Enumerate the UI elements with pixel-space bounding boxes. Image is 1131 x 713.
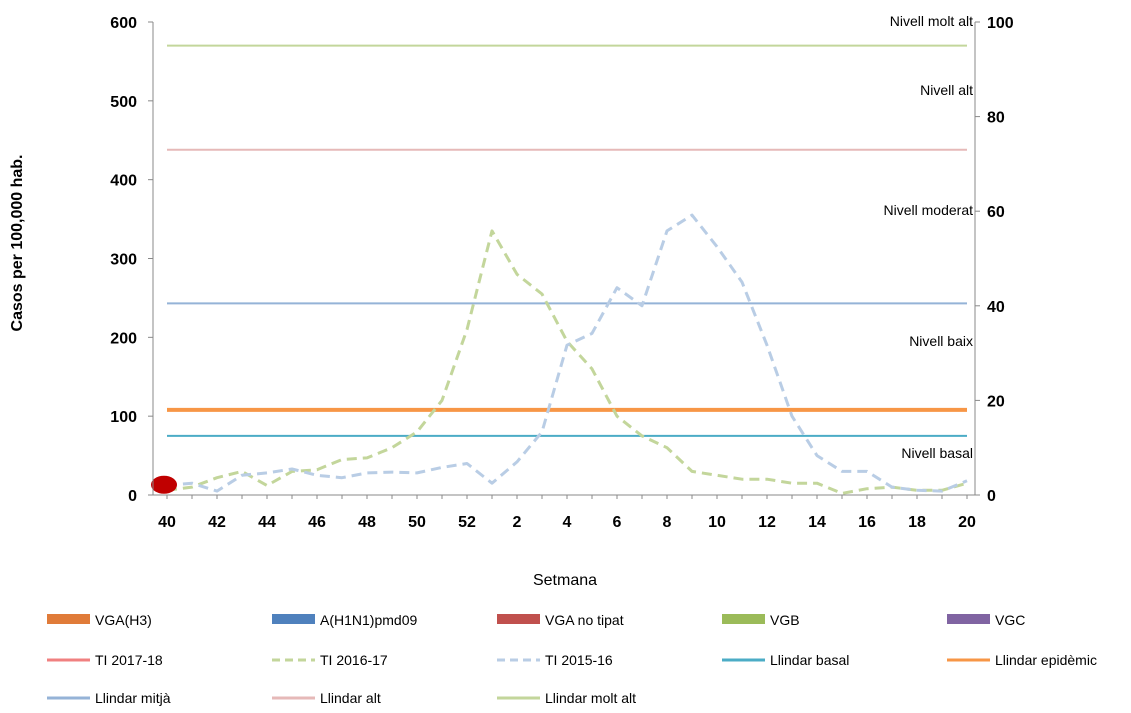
left-tick-label: 200 bbox=[110, 330, 137, 347]
legend-label-ti-2016-17: TI 2016-17 bbox=[320, 652, 388, 668]
left-tick-label: 400 bbox=[110, 173, 137, 190]
x-tick-label: 20 bbox=[958, 514, 976, 531]
legend-label-llindar-mitj: Llindar mitjà bbox=[95, 690, 171, 706]
right-tick-label: 0 bbox=[987, 488, 996, 505]
x-tick-label: 6 bbox=[613, 514, 622, 531]
x-tick-label: 50 bbox=[408, 514, 426, 531]
x-tick-label: 18 bbox=[908, 514, 926, 531]
legend-label-ti-2017-18: TI 2017-18 bbox=[95, 652, 163, 668]
x-tick-label: 10 bbox=[708, 514, 726, 531]
legend-swatch-vgc bbox=[947, 614, 990, 624]
legend-swatch-vgb bbox=[722, 614, 765, 624]
x-tick-label: 14 bbox=[808, 514, 826, 531]
x-tick-label: 52 bbox=[458, 514, 476, 531]
right-tick-label: 80 bbox=[987, 110, 1005, 127]
left-tick-label: 500 bbox=[110, 94, 137, 111]
legend-label-llindar-epid-mic: Llindar epidèmic bbox=[995, 652, 1097, 668]
level-label-nivell-baix: Nivell baix bbox=[909, 333, 973, 349]
x-tick-label: 42 bbox=[208, 514, 226, 531]
right-tick-label: 100 bbox=[987, 15, 1014, 32]
legend-swatch-vga-no-tipat bbox=[497, 614, 540, 624]
legend-label-a-h1n1-pmd09: A(H1N1)pmd09 bbox=[320, 612, 417, 628]
level-label-nivell-basal: Nivell basal bbox=[901, 445, 973, 461]
right-tick-label: 40 bbox=[987, 299, 1005, 316]
series-line-ti-2016-17 bbox=[166, 229, 968, 495]
x-tick-label: 46 bbox=[308, 514, 326, 531]
right-tick-label: 20 bbox=[987, 393, 1005, 410]
legend-label-llindar-basal: Llindar basal bbox=[770, 652, 849, 668]
right-tick-label: 60 bbox=[987, 204, 1005, 221]
x-tick-label: 12 bbox=[758, 514, 776, 531]
level-label-nivell-molt-alt: Nivell molt alt bbox=[890, 13, 973, 29]
legend-label-llindar-molt-alt: Llindar molt alt bbox=[545, 690, 636, 706]
x-tick-label: 44 bbox=[258, 514, 276, 531]
x-axis-title: Setmana bbox=[533, 572, 597, 589]
x-tick-label: 8 bbox=[663, 514, 672, 531]
x-tick-label: 48 bbox=[358, 514, 376, 531]
left-tick-label: 100 bbox=[110, 409, 137, 426]
legend-label-llindar-alt: Llindar alt bbox=[320, 690, 381, 706]
level-label-nivell-alt: Nivell alt bbox=[920, 82, 973, 98]
legend-swatch-vga-h3 bbox=[47, 614, 90, 624]
y-axis-title: Casos per 100,000 hab. bbox=[9, 155, 26, 332]
series-line-ti-2015-16 bbox=[166, 213, 968, 493]
legend-label-ti-2015-16: TI 2015-16 bbox=[545, 652, 613, 668]
legend-label-vgb: VGB bbox=[770, 612, 800, 628]
left-tick-label: 300 bbox=[110, 252, 137, 269]
x-tick-label: 2 bbox=[513, 514, 522, 531]
current-week-point bbox=[151, 475, 177, 494]
x-tick-label: 16 bbox=[858, 514, 876, 531]
left-tick-label: 600 bbox=[110, 15, 137, 32]
legend-label-vga-h3: VGA(H3) bbox=[95, 612, 152, 628]
left-tick-label: 0 bbox=[128, 488, 137, 505]
x-tick-label: 4 bbox=[563, 514, 572, 531]
x-tick-label: 40 bbox=[158, 514, 176, 531]
legend-label-vga-no-tipat: VGA no tipat bbox=[545, 612, 624, 628]
level-label-nivell-moderat: Nivell moderat bbox=[884, 202, 974, 218]
legend-swatch-a-h1n1-pmd09 bbox=[272, 614, 315, 624]
legend-label-vgc: VGC bbox=[995, 612, 1025, 628]
